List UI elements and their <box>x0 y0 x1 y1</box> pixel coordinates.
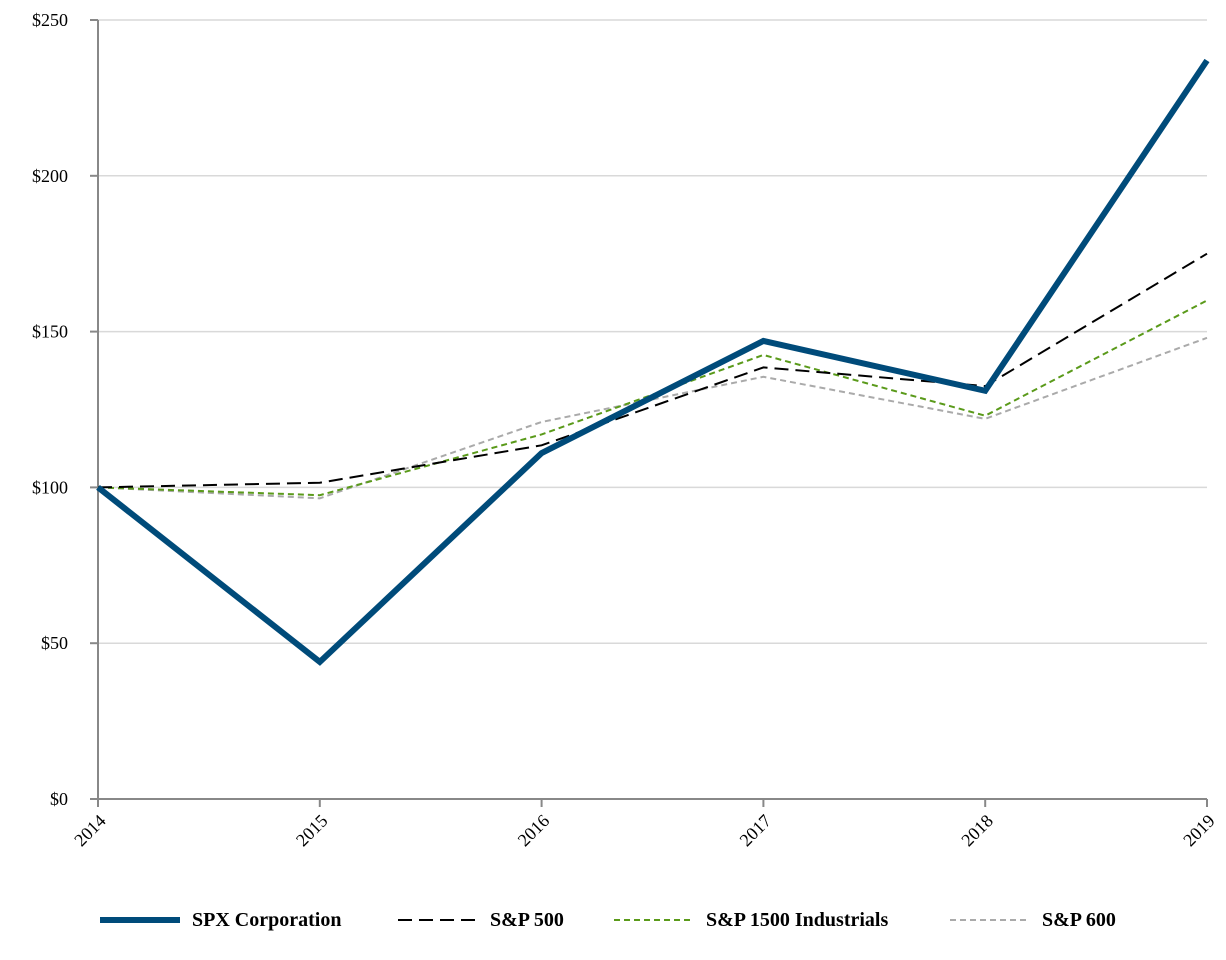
x-tick-label: 2016 <box>514 811 554 851</box>
legend-item-sp1500: S&P 1500 Industrials <box>614 900 888 940</box>
axes <box>97 20 1207 800</box>
x-tick-label: 2015 <box>292 811 332 851</box>
x-tick-label: 2017 <box>736 811 776 851</box>
legend-swatch-sp500 <box>398 919 478 921</box>
series-line-s-p-600 <box>97 336 1208 500</box>
y-tick-label: $200 <box>32 166 68 186</box>
x-tick-label: 2019 <box>1179 811 1219 851</box>
legend-label-sp500: S&P 500 <box>490 908 564 931</box>
legend-swatch-spx <box>100 917 180 923</box>
x-tick-label: 2014 <box>70 811 110 851</box>
legend-label-spx: SPX Corporation <box>192 908 342 931</box>
series-line-spx-corporation <box>96 58 1210 666</box>
legend: SPX Corporation S&P 500 S&P 1500 Industr… <box>0 900 1226 940</box>
series-line-s-p-1500-industrials <box>97 299 1208 497</box>
y-tick-label: $100 <box>32 477 68 497</box>
x-tick-labels: 2014 2015 2016 2017 2018 2019 <box>70 799 1219 850</box>
y-tick-label: $250 <box>32 10 68 30</box>
legend-item-spx: SPX Corporation <box>100 900 341 940</box>
x-tick-label: 2018 <box>957 811 997 851</box>
legend-item-sp600: S&P 600 <box>950 900 1116 940</box>
y-tick-label: $150 <box>32 322 68 342</box>
y-tick-label: $0 <box>50 789 68 809</box>
legend-label-sp1500: S&P 1500 Industrials <box>706 908 889 931</box>
y-tick-labels: $0 $50 $100 $150 $200 $250 <box>32 10 98 809</box>
legend-swatch-sp1500 <box>614 919 694 921</box>
grid-lines <box>98 19 1207 644</box>
y-tick-label: $50 <box>41 633 68 653</box>
series-line-s-p-500 <box>97 252 1208 489</box>
legend-label-sp600: S&P 600 <box>1042 908 1116 931</box>
legend-swatch-sp600 <box>950 919 1030 921</box>
series-lines <box>96 58 1210 666</box>
legend-item-sp500: S&P 500 <box>398 900 564 940</box>
